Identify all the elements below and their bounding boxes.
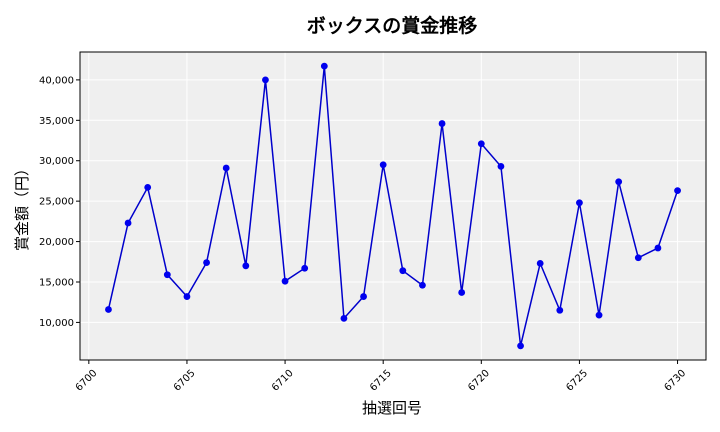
series-layer xyxy=(105,62,681,350)
data-point xyxy=(438,120,446,127)
data-point xyxy=(105,306,112,313)
data-point xyxy=(536,259,544,267)
data-point xyxy=(477,140,485,148)
data-point xyxy=(497,162,505,170)
y-tick-label: 35,000 xyxy=(39,116,74,127)
y-tick-label: 20,000 xyxy=(39,237,74,248)
data-point xyxy=(222,164,230,172)
data-point xyxy=(183,293,191,300)
data-point xyxy=(262,76,269,84)
series-line xyxy=(107,66,679,347)
data-point xyxy=(124,219,132,227)
data-point xyxy=(144,184,152,191)
x-tick-label: 6710 xyxy=(270,368,296,394)
chart-title: ボックスの賞金推移 xyxy=(307,14,477,37)
x-tick-label: 6720 xyxy=(466,368,492,394)
data-point xyxy=(340,314,348,322)
data-point xyxy=(634,254,642,262)
data-point xyxy=(595,311,603,319)
data-point xyxy=(203,259,210,266)
y-tick-label: 15,000 xyxy=(39,277,74,288)
y-tick-label: 10,000 xyxy=(39,318,74,329)
data-point xyxy=(419,281,426,289)
data-point xyxy=(163,271,171,279)
data-point xyxy=(615,178,623,186)
x-tick-label: 6725 xyxy=(564,368,590,394)
data-point xyxy=(360,293,367,300)
data-point xyxy=(399,267,407,275)
x-axis-label: 抽選回号 xyxy=(362,399,422,417)
x-tick-label: 6700 xyxy=(74,368,100,394)
data-point xyxy=(576,199,583,207)
plot-frame xyxy=(79,51,707,361)
y-tick-label: 25,000 xyxy=(39,197,74,208)
data-point xyxy=(320,62,328,70)
y-tick-label: 40,000 xyxy=(39,75,74,86)
plot-area xyxy=(80,52,706,360)
y-tick-label: 30,000 xyxy=(39,156,74,167)
x-tick-label: 6715 xyxy=(368,368,394,394)
data-point xyxy=(556,306,564,314)
x-tick-label: 6730 xyxy=(662,368,688,394)
data-point xyxy=(674,187,681,195)
data-point xyxy=(517,342,524,350)
data-point xyxy=(654,244,662,252)
x-tick-label: 6705 xyxy=(172,368,198,394)
data-point xyxy=(242,262,250,270)
y-axis-label: 賞金額（円） xyxy=(13,161,31,251)
data-point xyxy=(301,264,309,272)
data-point xyxy=(281,277,289,285)
data-point xyxy=(379,161,387,169)
data-point xyxy=(458,289,466,296)
